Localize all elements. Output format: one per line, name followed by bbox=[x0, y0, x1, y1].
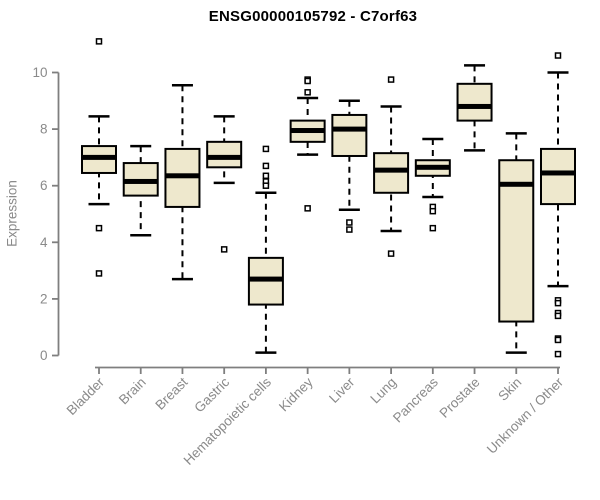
box-skin bbox=[498, 159, 535, 323]
outlier-unknown-other bbox=[554, 299, 562, 307]
x-tick-label-gastric: Gastric bbox=[191, 374, 232, 415]
x-tick-label-breast: Breast bbox=[152, 374, 190, 412]
outlier-pancreas bbox=[429, 224, 437, 232]
x-tick-label-bladder: Bladder bbox=[64, 374, 108, 418]
x-tick-label-pancreas: Pancreas bbox=[390, 374, 441, 425]
outlier-pancreas bbox=[429, 207, 437, 215]
outlier-kidney bbox=[304, 205, 311, 212]
outlier-unknown-other bbox=[554, 52, 562, 59]
outlier-liver bbox=[346, 226, 353, 233]
chart-title: ENSG00000105792 - C7orf63 bbox=[208, 8, 418, 25]
outlier-bladder bbox=[95, 224, 103, 232]
x-tick-label-lung: Lung bbox=[367, 375, 399, 407]
y-tick-label-0: 0 bbox=[40, 348, 48, 363]
outlier-unknown-other bbox=[554, 336, 562, 344]
box-unknown-other bbox=[539, 147, 576, 206]
median-pancreas bbox=[415, 164, 450, 170]
outlier-bladder bbox=[95, 270, 103, 277]
y-tick-label-10: 10 bbox=[32, 65, 47, 80]
box-gastric bbox=[206, 140, 243, 169]
outlier-unknown-other bbox=[554, 350, 562, 358]
outlier-hematopoietic-cells bbox=[262, 172, 270, 180]
outlier-bladder bbox=[95, 38, 103, 45]
median-breast bbox=[165, 173, 200, 179]
median-prostate bbox=[457, 103, 492, 109]
median-lung bbox=[374, 167, 409, 173]
median-kidney bbox=[290, 128, 325, 134]
y-tick-label-6: 6 bbox=[40, 178, 48, 193]
x-tick-label-liver: Liver bbox=[326, 374, 358, 406]
outlier-kidney bbox=[304, 89, 311, 96]
x-tick-label-brain: Brain bbox=[116, 375, 149, 408]
x-tick-label-prostate: Prostate bbox=[437, 375, 483, 421]
box-lung bbox=[373, 152, 410, 194]
x-tick-label-kidney: Kidney bbox=[276, 374, 316, 414]
median-unknown-other bbox=[540, 170, 575, 176]
median-skin bbox=[499, 181, 534, 187]
outlier-lung bbox=[387, 76, 395, 83]
outlier-hematopoietic-cells bbox=[262, 182, 270, 189]
box-liver bbox=[331, 113, 368, 157]
median-gastric bbox=[207, 154, 242, 160]
median-brain bbox=[123, 178, 158, 184]
outlier-lung bbox=[387, 250, 395, 257]
outlier-unknown-other bbox=[554, 312, 562, 320]
outlier-hematopoietic-cells bbox=[262, 145, 270, 153]
box-prostate bbox=[456, 82, 493, 122]
x-tick-label-skin: Skin bbox=[495, 375, 524, 404]
median-liver bbox=[332, 126, 367, 132]
outlier-hematopoietic-cells bbox=[262, 162, 270, 170]
median-bladder bbox=[82, 154, 116, 160]
median-hematopoietic-cells bbox=[248, 276, 283, 282]
x-tick-label-unknown-other: Unknown / Other bbox=[484, 374, 567, 457]
outlier-gastric bbox=[220, 246, 228, 253]
outlier-liver bbox=[346, 219, 353, 226]
y-tick-label-4: 4 bbox=[40, 235, 48, 250]
y-tick-label-2: 2 bbox=[40, 291, 48, 306]
outlier-kidney bbox=[304, 77, 311, 85]
y-tick-label-8: 8 bbox=[40, 122, 48, 137]
